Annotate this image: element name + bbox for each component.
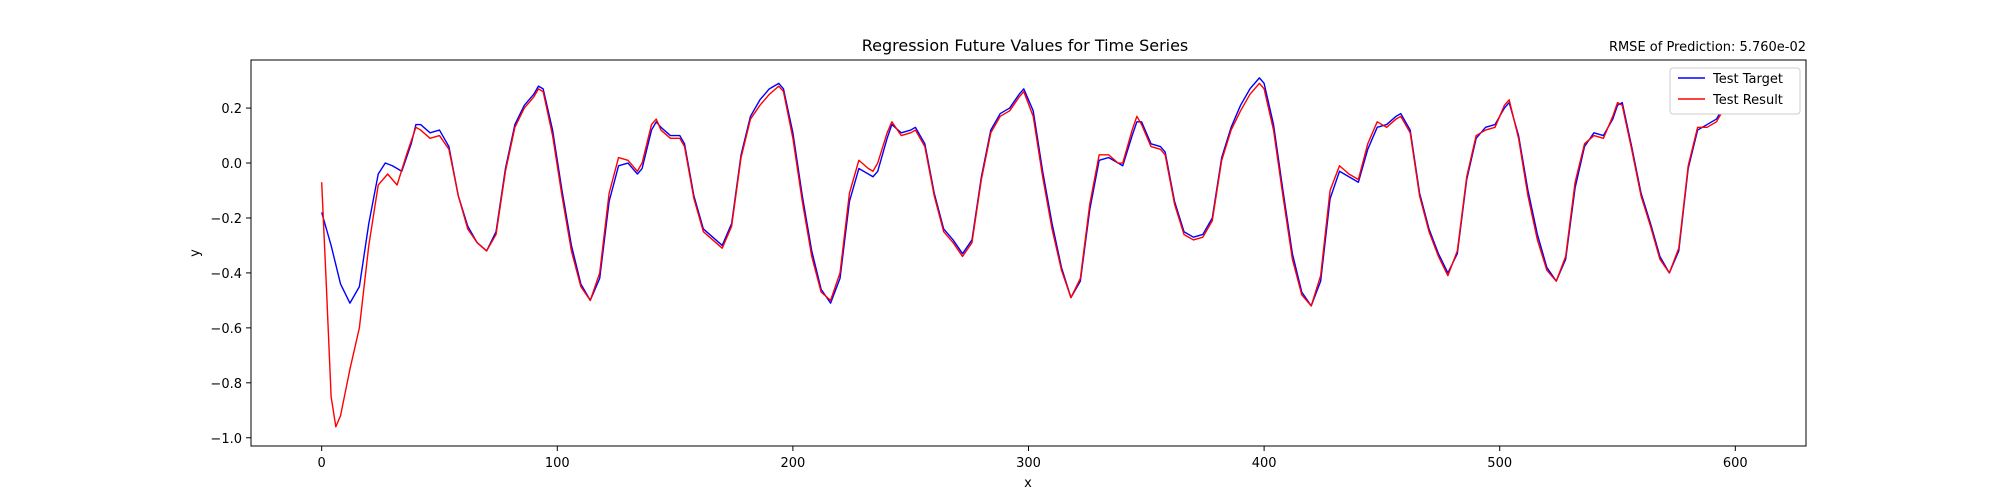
y-tick-label: −1.0 [210,432,242,447]
y-tick-label: −0.4 [210,267,242,282]
x-tick-label: 600 [1723,456,1748,471]
x-tick-label: 200 [780,456,805,471]
x-axis: 0 100 200 300 400 500 600 [318,446,1748,471]
x-tick-label: 500 [1487,456,1512,471]
legend-box [1669,67,1801,115]
series-layer [320,77,1736,428]
rmse-label: RMSE of Prediction: 5.760e-02 [1609,40,1806,55]
legend: Test Target Test Result [1669,67,1801,115]
y-tick-label: −0.6 [210,322,242,337]
series-line-test-target [321,77,1736,307]
series-line-test-result [320,82,1736,428]
y-tick-label: 0.2 [221,102,242,117]
y-axis-label: y [188,249,203,257]
y-axis: −1.0 −0.8 −0.6 −0.4 −0.2 0.0 0.2 [210,102,251,447]
y-tick-label: −0.8 [210,377,242,392]
chart-title: Regression Future Values for Time Series [862,36,1189,55]
x-axis-label: x [1024,476,1032,491]
x-tick-label: 100 [545,456,570,471]
x-tick-label: 400 [1252,456,1277,471]
x-tick-label: 300 [1016,456,1041,471]
x-tick-label: 0 [318,456,326,471]
legend-label-test-result: Test Result [1712,93,1783,108]
legend-label-test-target: Test Target [1712,72,1783,87]
y-tick-label: −0.2 [210,212,242,227]
y-tick-label: 0.0 [221,157,242,172]
